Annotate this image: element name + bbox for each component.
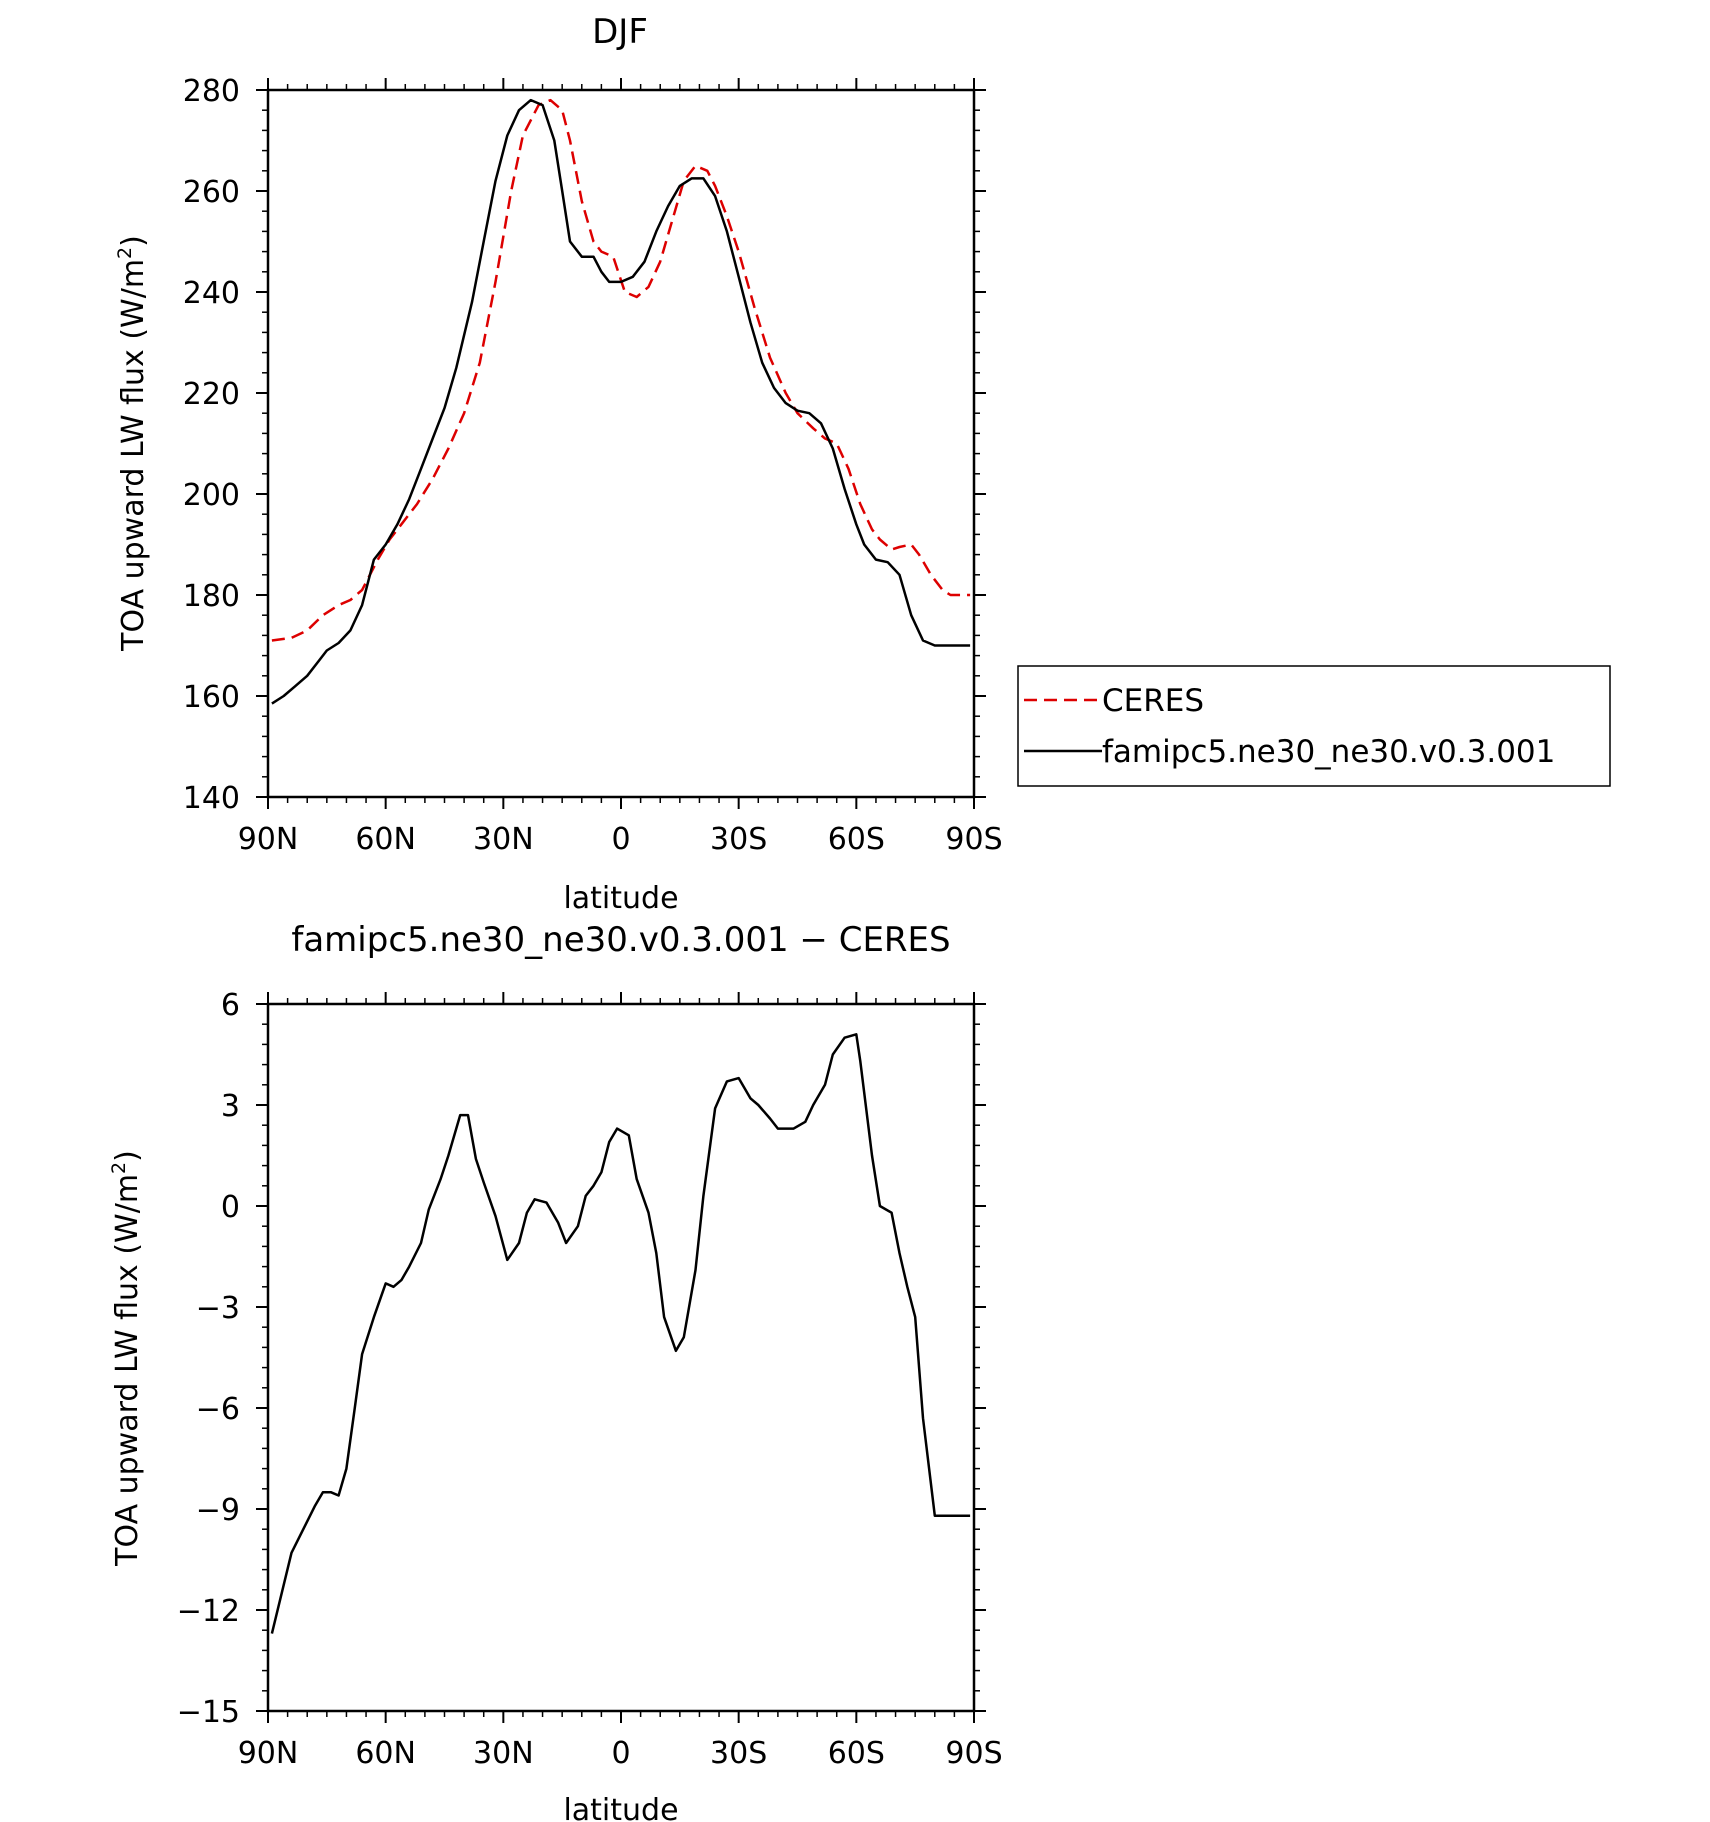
top-series-line-1 (271, 98, 971, 705)
top-y-tick-label: 200 (183, 478, 240, 513)
bottom-y-tick-label: 3 (221, 1089, 240, 1124)
top-y-tick-label: 280 (183, 74, 240, 109)
bottom-y-tick-label: −9 (196, 1493, 240, 1528)
bottom-y-tick-label: 0 (221, 1190, 240, 1225)
bottom-y-tick-label: −15 (177, 1695, 240, 1730)
bottom-series-line-0 (270, 1033, 971, 1634)
top-y-tick-label: 140 (183, 781, 240, 816)
top-panel-djf: DJF 90N 60N 30N 0 30S 60S 90S 140 160 180 200 220 24… (114, 12, 1611, 916)
top-y-tick-label: 220 (183, 377, 240, 412)
bottom-y-tick-label: −12 (177, 1594, 240, 1629)
bottom-x-tick-label: 30N (473, 1736, 534, 1771)
bottom-x-tick-label: 90N (238, 1736, 299, 1771)
top-y-axis-label: TOA upward LW flux (W/m2) (114, 235, 151, 652)
bottom-x-tick-label: 60N (355, 1736, 416, 1771)
top-y-tick-label: 180 (183, 579, 240, 614)
bottom-y-tick-label: 6 (221, 988, 240, 1023)
top-x-tick-label: 30S (710, 822, 767, 857)
bottom-x-axis-label: latitude (563, 1793, 678, 1822)
legend-label-model: famipc5.ne30_ne30.v0.3.001 (1102, 734, 1555, 770)
bottom-x-tick-label: 30S (710, 1736, 767, 1771)
top-y-tick-label: 240 (183, 276, 240, 311)
bottom-plot-frame (266, 1002, 976, 1713)
top-x-tick-label: 60N (355, 822, 416, 857)
legend-label-ceres: CERES (1102, 683, 1204, 719)
top-y-tick-label: 160 (183, 680, 240, 715)
top-x-tick-label: 0 (611, 822, 630, 857)
bottom-y-axis-label: TOA upward LW flux (W/m2) (108, 1150, 145, 1567)
top-plot-frame (266, 88, 976, 799)
top-series-line-0 (271, 98, 971, 642)
bottom-x-tick-label: 90S (945, 1736, 1002, 1771)
top-x-tick-label: 60S (828, 822, 885, 857)
bottom-y-tick-label: −3 (196, 1291, 240, 1326)
bottom-panel-difference: famipc5.ne30_ne30.v0.3.001 − CERES 90N 60… (108, 920, 1003, 1822)
top-x-axis-label: latitude (563, 881, 678, 916)
top-panel-title: DJF (592, 12, 648, 52)
bottom-y-tick-label: −6 (196, 1392, 240, 1427)
top-x-tick-label: 30N (473, 822, 534, 857)
bottom-x-tick-label: 0 (611, 1736, 630, 1771)
top-x-tick-label: 90S (945, 822, 1002, 857)
legend-box (1017, 665, 1611, 787)
legend: CERES famipc5.ne30_ne30.v0.3.001 (1017, 665, 1611, 787)
top-x-tick-label: 90N (238, 822, 299, 857)
bottom-x-tick-label: 60S (828, 1736, 885, 1771)
top-y-tick-label: 260 (183, 175, 240, 210)
bottom-panel-title: famipc5.ne30_ne30.v0.3.001 − CERES (291, 920, 950, 960)
